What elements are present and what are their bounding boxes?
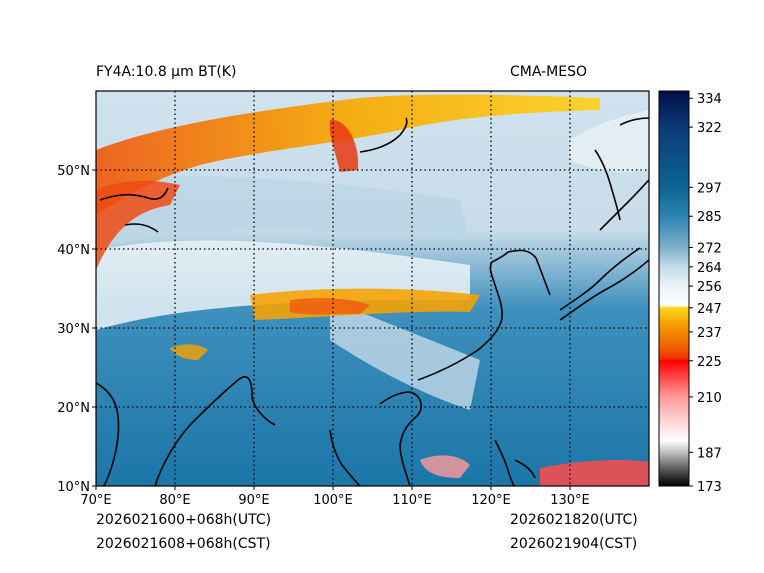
- coastline-burma: [329, 429, 361, 486]
- x-tick-label: 70°E: [80, 493, 111, 508]
- colorbar-scale: [658, 90, 690, 487]
- central-cloud-core: [290, 297, 370, 315]
- map-frame: [95, 90, 650, 487]
- bay-of-bengal-cloud: [170, 344, 208, 360]
- colorbar-tick-label: 285: [697, 210, 722, 225]
- colorbar-tick-label: 210: [697, 391, 722, 406]
- grid-lines: [96, 91, 649, 486]
- coastline-russia-east: [594, 149, 621, 221]
- colorbar-tick-label: 297: [697, 181, 722, 196]
- coastline-japan-honshu: [559, 247, 641, 311]
- coastline-indochina: [379, 391, 422, 486]
- colorbar-tick-label: 272: [697, 242, 722, 257]
- colorbar-tick-label: 247: [697, 302, 722, 317]
- colorbar-tick-label: 256: [697, 280, 722, 295]
- coastline-baikal: [359, 117, 408, 153]
- chart-title-right: CMA-MESO: [510, 64, 588, 80]
- y-tick-label: 40°N: [57, 243, 90, 258]
- x-tick-label: 90°E: [238, 493, 269, 508]
- colorbar: 334 322 297 285 272 264 256 247 237 225 210 187 173: [658, 90, 722, 495]
- x-axis: 70°E 80°E 90°E 100°E 110°E 120°E 130°E: [80, 486, 590, 508]
- mid-latitude-band: [96, 176, 470, 250]
- coastline-sakhalin: [599, 179, 649, 231]
- coastline-arabia: [96, 382, 120, 486]
- x-tick-label: 80°E: [159, 493, 190, 508]
- colorbar-tick-label: 187: [697, 446, 722, 461]
- colorbar-tick-label: 237: [697, 326, 722, 341]
- cold-top-cell: [329, 119, 359, 172]
- coastline-japan: [559, 259, 649, 321]
- x-tick-label: 130°E: [550, 493, 590, 508]
- coastline-caspian: [99, 187, 169, 201]
- y-axis: 10°N 20°N 30°N 40°N 50°N: [57, 164, 96, 495]
- x-tick-label: 100°E: [313, 493, 353, 508]
- y-tick-label: 30°N: [57, 322, 90, 337]
- coastline-korea: [507, 249, 551, 296]
- y-tick-label: 50°N: [57, 164, 90, 179]
- y-tick-label: 10°N: [57, 480, 90, 495]
- coastline-philippines: [494, 439, 515, 486]
- colorbar-tick-label: 322: [697, 121, 722, 136]
- x-tick-label: 120°E: [471, 493, 511, 508]
- colorbar-tick-label: 173: [697, 480, 722, 495]
- bt-field: [96, 91, 649, 486]
- northern-cloud-band: [96, 94, 600, 215]
- colorbar-tick-label: 334: [697, 92, 722, 107]
- coastline-china-east: [417, 251, 509, 381]
- x-tick-label: 110°E: [392, 493, 432, 508]
- west-cloud-cluster: [96, 180, 180, 270]
- footer-valid-cst: 2026021904(CST): [510, 536, 638, 552]
- colorbar-tick-label: 225: [697, 355, 722, 370]
- coastline-aral: [124, 223, 159, 233]
- footer-valid-utc: 2026021820(UTC): [510, 512, 638, 528]
- colorbar-tick-label: 264: [697, 261, 722, 276]
- coastlines: [96, 117, 649, 486]
- y-tick-label: 20°N: [57, 401, 90, 416]
- tropical-convection-east: [540, 460, 649, 486]
- footer-init-utc: 2026021600+068h(UTC): [96, 512, 272, 528]
- coastline-philippines-south: [514, 459, 536, 479]
- coastline-okhotsk: [619, 117, 649, 126]
- tropical-convection-west: [420, 455, 470, 478]
- chart-title-left: FY4A:10.8 µm BT(K): [96, 64, 237, 80]
- footer-init-cst: 2026021608+068h(CST): [96, 536, 271, 552]
- far-east-cold-surface: [570, 110, 649, 172]
- cold-surface-band: [96, 240, 470, 330]
